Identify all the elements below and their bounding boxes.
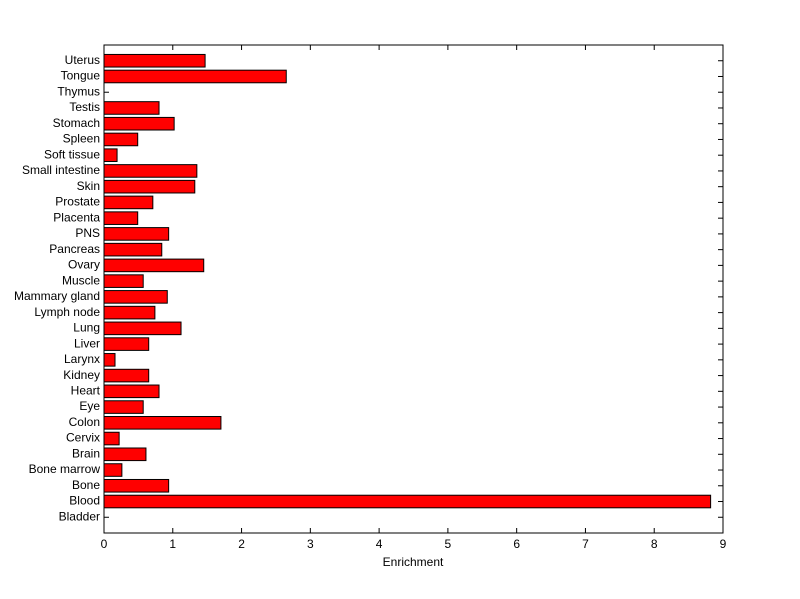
bar: [103, 478, 170, 493]
y-tick-label: Bone: [72, 478, 100, 492]
bar: [103, 53, 206, 68]
bar: [103, 164, 198, 178]
y-tick-label: Colon: [69, 415, 100, 429]
y-tick-label: Testis: [69, 100, 100, 114]
y-tick-label: Blood: [69, 494, 100, 508]
bar: [103, 447, 147, 462]
bar: [103, 337, 150, 351]
y-tick-label: Lung: [73, 321, 100, 335]
x-tick-label: 2: [238, 537, 245, 551]
y-tick-label: Lymph node: [34, 305, 100, 319]
bar: [103, 274, 144, 288]
bar: [103, 258, 205, 273]
plot-frame: [103, 44, 724, 534]
y-tick-label: Small intestine: [22, 163, 100, 177]
bar: [103, 195, 154, 210]
x-tick-label: 0: [101, 537, 108, 551]
x-tick-label: 7: [582, 537, 589, 551]
x-tick-label: 9: [720, 537, 727, 551]
bar: [103, 416, 222, 430]
bar: [103, 494, 712, 509]
x-tick-label: 5: [445, 537, 452, 551]
bar: [103, 368, 150, 383]
y-tick-label: Brain: [72, 446, 100, 460]
bar: [103, 69, 287, 84]
bar: [103, 305, 156, 320]
bar: [103, 179, 196, 194]
y-tick-label: PNS: [75, 226, 100, 240]
x-tick-label: 3: [307, 537, 314, 551]
bar: [103, 353, 116, 367]
y-tick-label: Uterus: [65, 53, 100, 67]
y-tick-label: Thymus: [57, 84, 100, 98]
y-tick-label: Bladder: [59, 509, 100, 523]
bar: [103, 463, 123, 477]
bar: [103, 384, 160, 399]
bar: [103, 101, 160, 115]
y-tick-label: Prostate: [55, 195, 100, 209]
y-tick-label: Stomach: [53, 116, 100, 130]
bar: [103, 227, 170, 241]
y-tick-label: Spleen: [63, 132, 100, 146]
y-tick-label: Mammary gland: [14, 289, 100, 303]
y-tick-label: Liver: [74, 336, 100, 350]
bar: [103, 400, 144, 414]
bar: [103, 242, 163, 257]
y-tick-label: Heart: [71, 383, 101, 397]
bar: [103, 290, 168, 304]
y-tick-label: Kidney: [63, 368, 100, 382]
y-tick-label: Placenta: [53, 210, 100, 224]
y-tick-label: Soft tissue: [44, 147, 100, 161]
y-tick-label: Larynx: [64, 352, 100, 366]
bar: [103, 211, 139, 225]
y-tick-label: Eye: [79, 399, 100, 413]
y-tick-label: Muscle: [62, 273, 100, 287]
bar: [103, 148, 118, 162]
y-tick-label: Ovary: [68, 258, 100, 272]
y-tick-label: Pancreas: [49, 242, 100, 256]
bar: [103, 431, 120, 446]
x-tick-label: 4: [376, 537, 383, 551]
y-tick-label: Skin: [77, 179, 100, 193]
bar: [103, 116, 175, 131]
x-tick-label: 8: [651, 537, 658, 551]
y-tick-label: Cervix: [66, 431, 100, 445]
x-tick-label: 1: [169, 537, 176, 551]
bar: [103, 132, 139, 147]
x-axis-label: Enrichment: [383, 555, 444, 569]
y-tick-label: Bone marrow: [29, 462, 101, 476]
y-tick-label: Tongue: [61, 69, 101, 83]
bar: [103, 321, 182, 336]
x-tick-label: 6: [513, 537, 520, 551]
